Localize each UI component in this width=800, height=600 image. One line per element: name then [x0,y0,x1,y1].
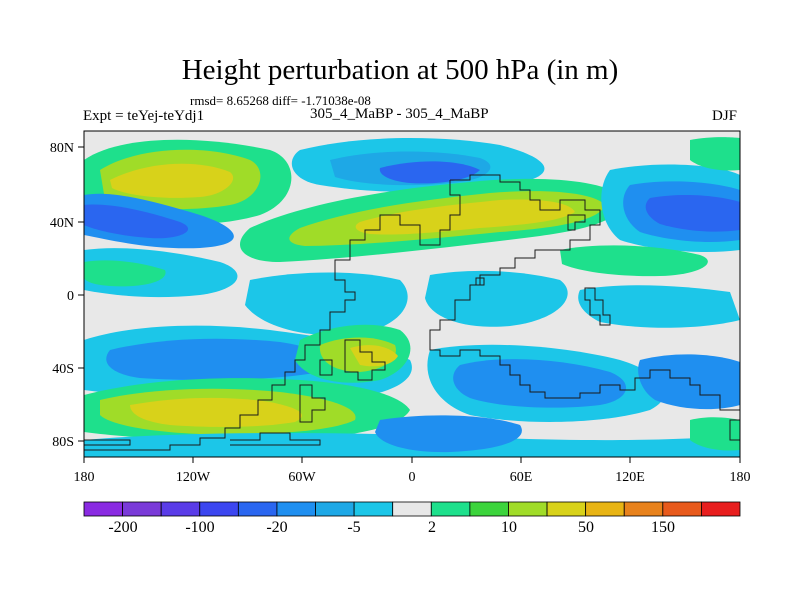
colorbar-swatch [353,501,394,517]
colorbar-swatch [199,501,239,517]
colorbar-swatch [276,501,316,517]
colorbar-swatch [430,501,471,517]
colorbar-swatch [237,501,278,517]
colorbar-swatch [508,501,548,517]
plot-title: Height perturbation at 500 hPa (in m) [181,54,619,86]
x-tick-label: 60W [288,470,316,485]
colorbar-swatch [662,501,702,517]
y-tick-label: 80S [52,435,74,450]
x-tick-label: 180 [74,470,95,485]
colorbar-swatch [469,501,509,517]
x-tick-label: 60E [510,470,533,485]
rmsd-diff-text: rmsd= 8.65268 diff= -1.71038e-08 [190,93,371,108]
colorbar-label: -100 [185,519,214,536]
y-tick-label: 40N [50,216,74,231]
colorbar-swatch [585,501,625,517]
colorbar-swatch [83,501,123,517]
colorbar-swatch [392,501,432,517]
colorbar-label: -200 [108,519,137,536]
colorbar-label: 50 [578,519,594,536]
colorbar-label: 150 [651,519,675,536]
x-tick-label: 120E [615,470,645,485]
axis-ticks [78,146,741,463]
x-tick-label: 0 [409,470,416,485]
experiment-label: Expt = teYej-teYdj1 [83,108,205,124]
colorbar-swatch [623,501,664,517]
season-label: DJF [712,108,738,124]
colorbar-label: 2 [428,519,436,536]
x-tick-label: 120W [176,470,211,485]
colorbar-label: -20 [266,519,287,536]
colorbar [83,501,741,517]
y-tick-label: 40S [52,362,74,377]
colorbar-swatch [701,501,741,517]
colorbar-swatch [122,501,162,517]
colorbar-swatch [160,501,201,517]
colorbar-swatch [546,501,587,517]
x-tick-label: 180 [730,470,751,485]
contour-field [84,131,740,457]
run-comparison-label: 305_4_MaBP - 305_4_MaBP [310,106,489,122]
colorbar-label: 10 [501,519,517,536]
y-tick-label: 0 [67,289,74,304]
y-tick-label: 80N [50,141,74,156]
colorbar-swatch [315,501,355,517]
coastline-outline [84,174,740,451]
colorbar-label: -5 [347,519,360,536]
